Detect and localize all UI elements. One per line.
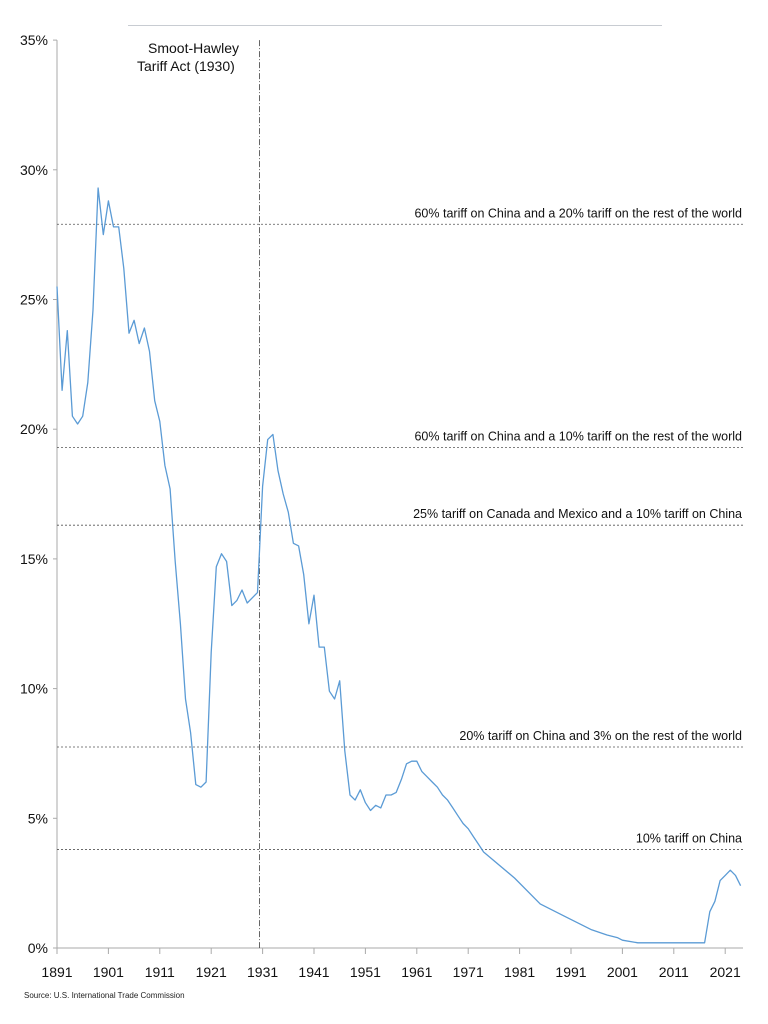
x-tick-label: 1941 [298, 964, 329, 980]
x-tick-label: 2001 [607, 964, 638, 980]
x-tick-label: 1991 [555, 964, 586, 980]
x-tick-label: 1921 [196, 964, 227, 980]
y-tick-label: 35% [20, 32, 48, 48]
tariff-scenario-label: 60% tariff on China and a 10% tariff on … [414, 429, 742, 443]
x-tick-label: 1951 [350, 964, 381, 980]
x-tick-label: 1891 [41, 964, 72, 980]
y-tick-label: 5% [28, 810, 48, 826]
top-divider [128, 25, 662, 26]
x-tick-label: 1981 [504, 964, 535, 980]
x-tick-label: 2021 [710, 964, 741, 980]
y-tick-label: 20% [20, 421, 48, 437]
tariff-rate-line [56, 187, 742, 944]
x-tick-label: 1971 [453, 964, 484, 980]
y-tick-label: 30% [20, 162, 48, 178]
y-tick-label: 10% [20, 681, 48, 697]
y-tick-label: 25% [20, 292, 48, 308]
tariff-scenario-label: 60% tariff on China and a 20% tariff on … [414, 206, 742, 220]
source-note: Source: U.S. International Trade Commiss… [24, 991, 185, 1000]
y-tick-label: 15% [20, 551, 48, 567]
x-tick-label: 2011 [659, 964, 689, 980]
y-tick-label: 0% [28, 940, 48, 956]
x-tick-label: 1961 [401, 964, 432, 980]
tariff-scenario-label: 20% tariff on China and 3% on the rest o… [459, 729, 742, 743]
x-tick-label: 1911 [145, 964, 175, 980]
smoot-hawley-label-line2: Tariff Act (1930) [137, 58, 235, 74]
x-tick-label: 1931 [247, 964, 278, 980]
smoot-hawley-label-line1: Smoot-Hawley [148, 40, 239, 56]
tariff-scenario-label: 10% tariff on China [636, 831, 742, 845]
x-tick-label: 1901 [93, 964, 124, 980]
tariff-scenario-label: 25% tariff on Canada and Mexico and a 10… [413, 507, 742, 521]
